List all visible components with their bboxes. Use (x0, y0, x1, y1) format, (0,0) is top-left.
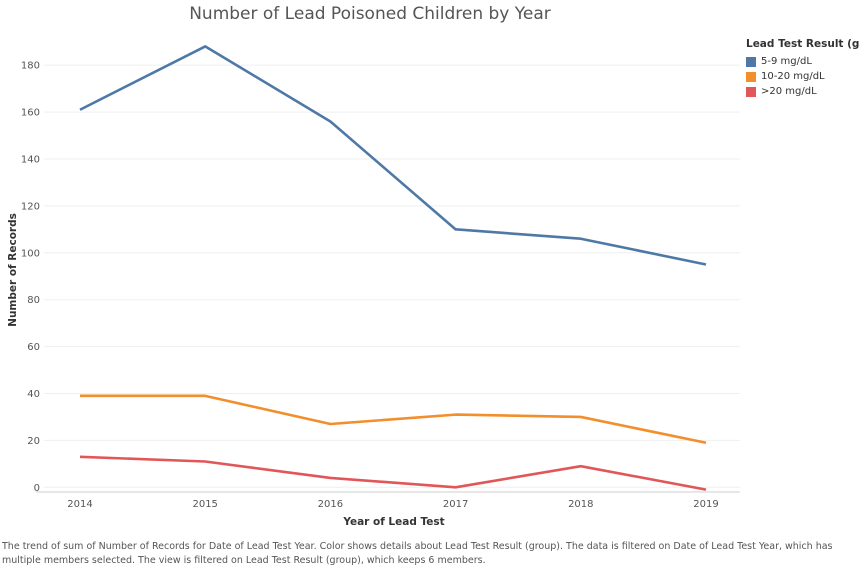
legend: Lead Test Result (group 5-9 mg/dL 10-20 … (746, 38, 859, 99)
x-tick-labels: 2014 2015 2016 2017 2018 2019 (67, 499, 718, 510)
legend-swatch (746, 56, 756, 67)
legend-swatch (746, 71, 756, 82)
y-tick-label: 140 (21, 154, 40, 165)
x-tick-label: 2019 (693, 499, 718, 510)
caption: The trend of sum of Number of Records fo… (2, 541, 833, 566)
x-tick-label: 2018 (568, 499, 593, 510)
legend-label: 5-9 mg/dL (761, 56, 812, 67)
series-line-1[interactable] (80, 394, 707, 445)
y-tick-label: 120 (21, 201, 40, 212)
series-line-0[interactable] (79, 45, 707, 266)
legend-item-10-20[interactable]: 10-20 mg/dL (746, 69, 859, 84)
x-tick-label: 2017 (443, 499, 468, 510)
legend-label: 10-20 mg/dL (761, 71, 825, 82)
x-axis-label: Year of Lead Test (342, 516, 444, 528)
legend-label: >20 mg/dL (761, 86, 817, 97)
y-tick-label: 80 (27, 295, 40, 306)
legend-item-over-20[interactable]: >20 mg/dL (746, 84, 859, 99)
legend-title: Lead Test Result (group (746, 38, 859, 50)
series-line-2[interactable] (79, 455, 707, 491)
y-tick-label: 20 (27, 436, 40, 447)
y-tick-label: 180 (21, 61, 40, 72)
y-tick-label: 40 (27, 389, 40, 400)
y-tick-label: 0 (34, 483, 40, 494)
y-tick-labels: 0 20 40 60 80 100 120 140 160 180 (21, 61, 40, 494)
chart-title: Number of Lead Poisoned Children by Year (189, 4, 551, 24)
x-tick-label: 2016 (318, 499, 343, 510)
legend-item-5-9[interactable]: 5-9 mg/dL (746, 54, 859, 69)
legend-swatch (746, 86, 756, 97)
y-tick-label: 160 (21, 108, 40, 119)
y-tick-label: 60 (27, 342, 40, 353)
x-tick-label: 2015 (192, 499, 217, 510)
gridlines (44, 64, 740, 488)
series-lines (79, 45, 707, 491)
x-tick-label: 2014 (67, 499, 92, 510)
y-tick-label: 100 (21, 248, 40, 259)
y-axis-label: Number of Records (7, 213, 19, 327)
